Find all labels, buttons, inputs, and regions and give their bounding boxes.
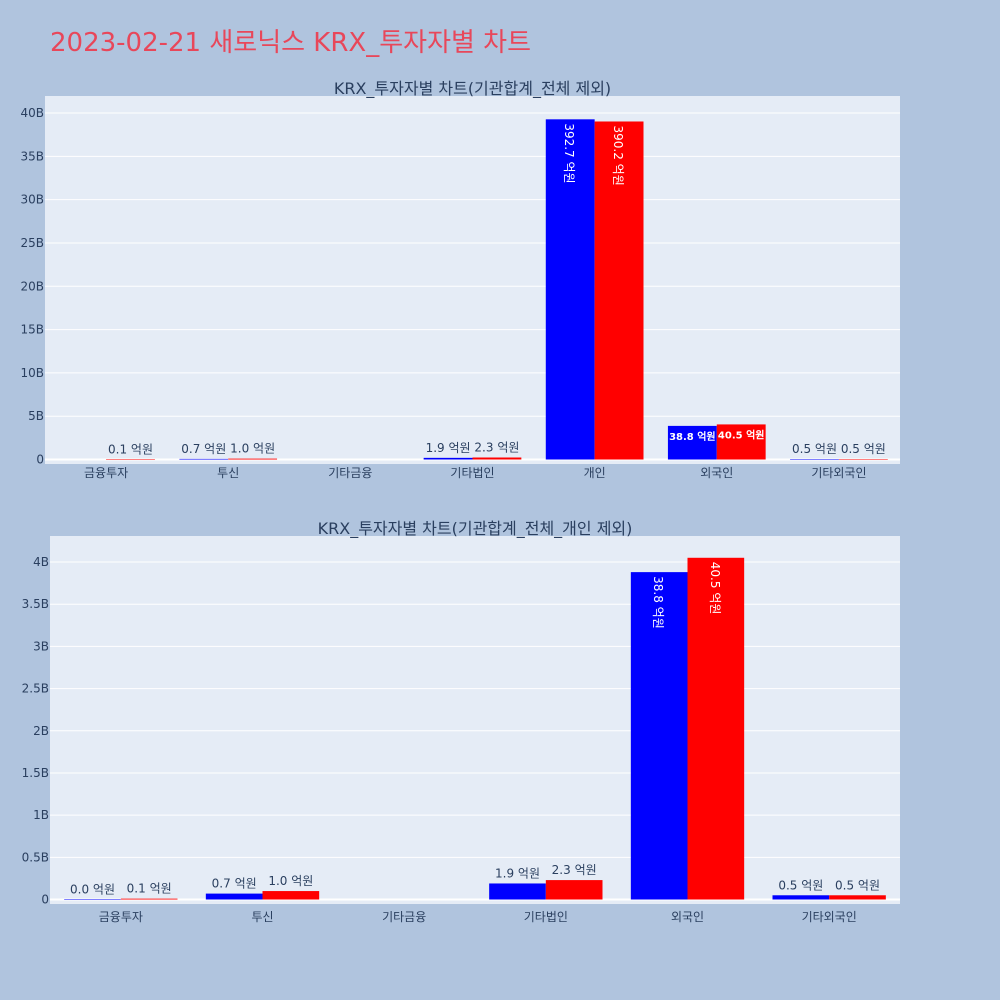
- x-tick-label: 투신: [251, 910, 273, 924]
- y-tick-label: 10B: [20, 366, 44, 380]
- data-label: 0.5 억원: [778, 878, 823, 892]
- y-tick-label: 20B: [20, 279, 44, 293]
- bar: [262, 891, 320, 900]
- data-label: 2.3 억원: [474, 441, 519, 455]
- data-label: 1.9 억원: [426, 441, 471, 455]
- data-label: 0.7 억원: [212, 877, 257, 891]
- data-label: 1.0 억원: [230, 442, 275, 456]
- chart-title: KRX_투자자별 차트(기관합계_전체 제외): [334, 79, 611, 99]
- x-tick-label: 외국인: [700, 466, 733, 480]
- x-tick-label: 투신: [217, 466, 239, 480]
- x-tick-label: 금융투자: [84, 466, 128, 480]
- data-label: 40.5 억원: [718, 428, 765, 441]
- bar: [772, 895, 830, 900]
- data-label: 2.3 억원: [552, 863, 597, 877]
- data-label: 0.5 억원: [841, 442, 886, 456]
- x-tick-label: 기타법인: [450, 466, 494, 480]
- page-title: 2023-02-21 새로닉스 KRX_투자자별 차트: [50, 28, 532, 58]
- y-tick-label: 5B: [28, 409, 44, 423]
- data-label: 38.8 억원: [669, 430, 716, 443]
- y-tick-label: 3B: [33, 639, 49, 653]
- x-tick-label: 기타법인: [524, 910, 568, 924]
- x-tick-label: 기타금융: [328, 466, 372, 480]
- chart-title: KRX_투자자별 차트(기관합계_전체_개인 제외): [318, 519, 633, 539]
- data-label: 38.8 억원: [651, 576, 665, 629]
- bar: [545, 880, 603, 900]
- y-tick-label: 2.5B: [22, 682, 49, 696]
- x-tick-label: 기타외국인: [811, 466, 866, 480]
- plot-area: [45, 96, 900, 464]
- data-label: 392.7 억원: [562, 123, 576, 183]
- x-tick-label: 기타금융: [382, 910, 426, 924]
- y-tick-label: 0.5B: [22, 850, 49, 864]
- data-label: 1.9 억원: [495, 866, 540, 880]
- data-label: 0.5 억원: [835, 878, 880, 892]
- bar: [423, 457, 473, 460]
- bar: [687, 557, 745, 900]
- y-tick-label: 35B: [20, 149, 44, 163]
- x-tick-label: 외국인: [671, 910, 704, 924]
- data-label: 390.2 억원: [611, 125, 625, 185]
- bar: [838, 459, 888, 460]
- data-label: 1.0 억원: [268, 874, 313, 888]
- y-tick-label: 0: [36, 453, 44, 467]
- data-label: 0.7 억원: [181, 442, 226, 456]
- data-label: 40.5 억원: [708, 562, 722, 615]
- bar: [205, 893, 263, 900]
- bar: [228, 458, 278, 460]
- y-tick-label: 25B: [20, 236, 44, 250]
- y-tick-label: 1.5B: [22, 766, 49, 780]
- bar: [630, 572, 688, 900]
- x-tick-label: 개인: [584, 466, 606, 480]
- bar: [64, 899, 121, 900]
- data-label: 0.1 억원: [127, 882, 172, 896]
- y-tick-label: 30B: [20, 193, 44, 207]
- bar: [120, 898, 178, 900]
- y-tick-label: 0: [41, 893, 49, 907]
- plot-area: [50, 536, 900, 904]
- bar: [667, 425, 717, 460]
- bar: [106, 459, 155, 460]
- x-tick-label: 기타외국인: [802, 910, 857, 924]
- bar: [545, 119, 595, 460]
- y-tick-label: 1B: [33, 808, 49, 822]
- y-tick-label: 4B: [33, 555, 49, 569]
- y-tick-label: 15B: [20, 323, 44, 337]
- data-label: 0.5 억원: [792, 442, 837, 456]
- bar: [594, 121, 644, 460]
- x-tick-label: 금융투자: [99, 910, 143, 924]
- bar: [179, 458, 229, 460]
- bar: [716, 424, 766, 460]
- data-label: 0.1 억원: [108, 442, 153, 456]
- bar: [489, 883, 546, 900]
- y-tick-label: 3.5B: [22, 597, 49, 611]
- y-tick-label: 40B: [20, 106, 44, 120]
- data-label: 0.0 억원: [70, 883, 115, 897]
- y-tick-label: 2B: [33, 724, 49, 738]
- bar: [829, 895, 886, 900]
- bar: [790, 459, 839, 460]
- bar: [472, 457, 522, 460]
